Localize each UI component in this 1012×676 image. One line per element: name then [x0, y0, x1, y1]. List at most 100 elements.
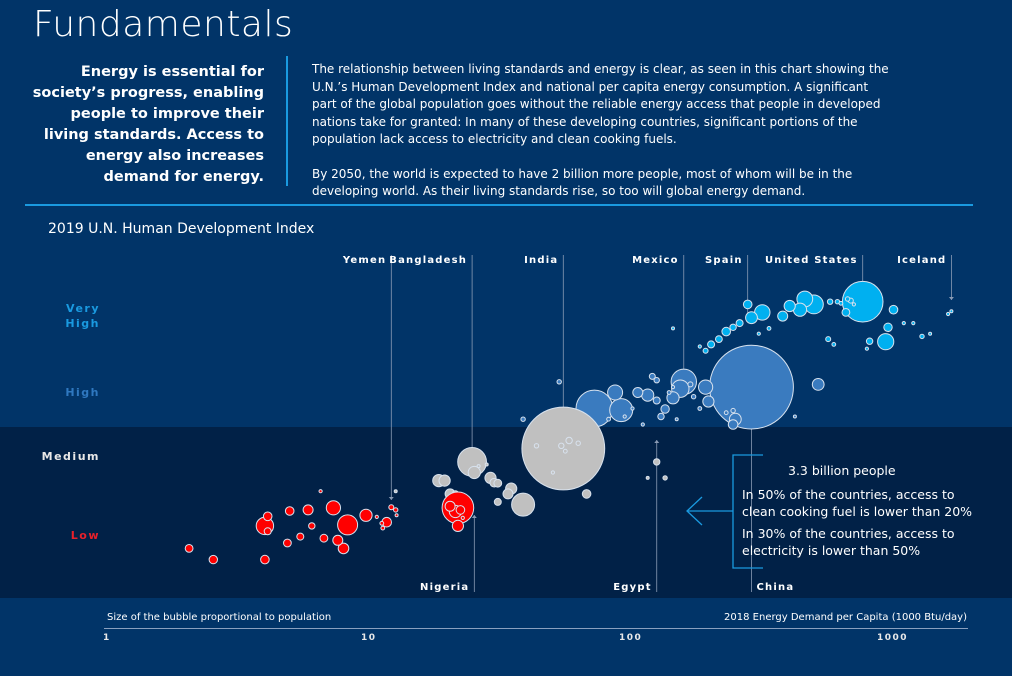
body-paragraph: The relationship between living standard… [312, 62, 889, 146]
bubble-high [630, 406, 635, 411]
leader-arrow-icon [388, 497, 394, 500]
bubble-low [374, 514, 379, 520]
bubble-low [325, 500, 341, 516]
bubble-very-high [844, 296, 851, 302]
bubble-medium [533, 443, 540, 449]
bubble-high [687, 381, 694, 388]
upper-band [0, 240, 1012, 427]
y-category-label: Medium [42, 450, 100, 463]
country-label: United States [765, 255, 858, 266]
y-category-label: Low [71, 529, 100, 542]
bubble-low [460, 515, 465, 521]
bubble-medium [393, 489, 398, 494]
bubble-medium [662, 475, 668, 481]
bubble-low [308, 522, 316, 530]
bubble-high [811, 378, 825, 391]
bubble-high [606, 416, 611, 422]
bubble-low [337, 514, 359, 536]
bubble-low [451, 519, 464, 533]
bubble-very-high [865, 337, 874, 345]
bubble-medium [493, 497, 502, 506]
bubble-high [709, 344, 794, 430]
bubble-very-high [756, 331, 761, 336]
bubble-very-high [928, 331, 933, 336]
annotation-bracket [686, 454, 763, 569]
bubble-very-high [949, 309, 954, 314]
bubble-very-high [919, 333, 925, 340]
country-label: Spain [705, 255, 743, 266]
arrow-left-icon [686, 496, 703, 526]
bubble-medium [521, 406, 606, 491]
bubble-very-high [702, 347, 709, 354]
lead-statement: Energy is essential for society’s progre… [32, 64, 264, 185]
bubble-medium [562, 448, 568, 454]
bubble-medium [467, 465, 481, 480]
bubble-low [284, 506, 295, 516]
leader-arrow-icon [654, 440, 660, 443]
bubble-very-high [777, 310, 789, 322]
country-label: Egypt [613, 582, 651, 593]
bubble-high [792, 414, 797, 419]
bubble-high [607, 384, 624, 401]
bubble-very-high [838, 300, 844, 306]
bubble-very-high [715, 335, 723, 344]
bubble-medium [438, 474, 451, 487]
bubble-high [730, 407, 736, 414]
country-label: Bangladesh [389, 255, 467, 266]
bubble-high [690, 394, 697, 400]
bubble-very-high [883, 322, 893, 332]
bubble-very-high [729, 323, 737, 331]
page-title: Fundamentals [33, 4, 294, 45]
bubble-high [520, 416, 526, 422]
bubble-high [609, 398, 634, 423]
bubble-medium [493, 478, 503, 488]
body-text: The relationship between living standard… [312, 61, 892, 218]
bubble-low [332, 534, 344, 546]
bubble-very-high [901, 321, 906, 326]
bubble-high [622, 414, 627, 419]
bubble-very-high [864, 346, 870, 351]
bubble-high [556, 379, 562, 385]
annotation-line: In 50% of the countries, access to clean… [742, 487, 973, 519]
bubble-high [666, 390, 672, 395]
country-label: India [524, 255, 558, 266]
lower-band [0, 427, 1012, 598]
x-tick-label: 100 [619, 633, 643, 643]
bubble-high [653, 377, 660, 384]
bubble-very-high [888, 304, 899, 315]
bubble-very-high [877, 333, 895, 351]
bubble-high [632, 387, 644, 398]
bubble-high [697, 406, 703, 411]
leader-arrow-icon [471, 515, 477, 518]
bubble-low [208, 554, 219, 565]
bubble-chart: Very High High Medium Low Yemen Bangladesh Ind… [0, 240, 1012, 598]
x-tick-label: 10 [361, 633, 377, 643]
bubble-low [283, 538, 292, 548]
x-tick-label: 1 [103, 633, 111, 643]
bubble-high [674, 417, 679, 422]
bubble-medium [550, 470, 556, 475]
x-axis-area [0, 598, 1012, 676]
country-label: China [757, 582, 795, 593]
bubble-medium [511, 492, 536, 517]
bubble-low [260, 554, 270, 565]
bubble-very-high [911, 321, 916, 326]
bubble-low [318, 489, 323, 494]
leader-arrow-icon [948, 297, 954, 300]
bubble-low [319, 533, 329, 543]
horizontal-divider [25, 204, 973, 206]
bubble-medium [645, 475, 650, 480]
country-label: Nigeria [420, 582, 469, 593]
bubble-high [727, 419, 739, 430]
bubble-very-high [721, 326, 732, 337]
bubble-very-high [826, 298, 834, 305]
x-axis-line [104, 628, 968, 629]
bubble-very-high [825, 336, 832, 343]
chart-title: 2019 U.N. Human Development Index [48, 221, 315, 237]
bubble-high [702, 395, 715, 408]
bubble-very-high [745, 311, 758, 325]
bubble-high [723, 410, 729, 416]
bubble-very-high [697, 344, 702, 349]
vertical-divider [286, 56, 288, 186]
